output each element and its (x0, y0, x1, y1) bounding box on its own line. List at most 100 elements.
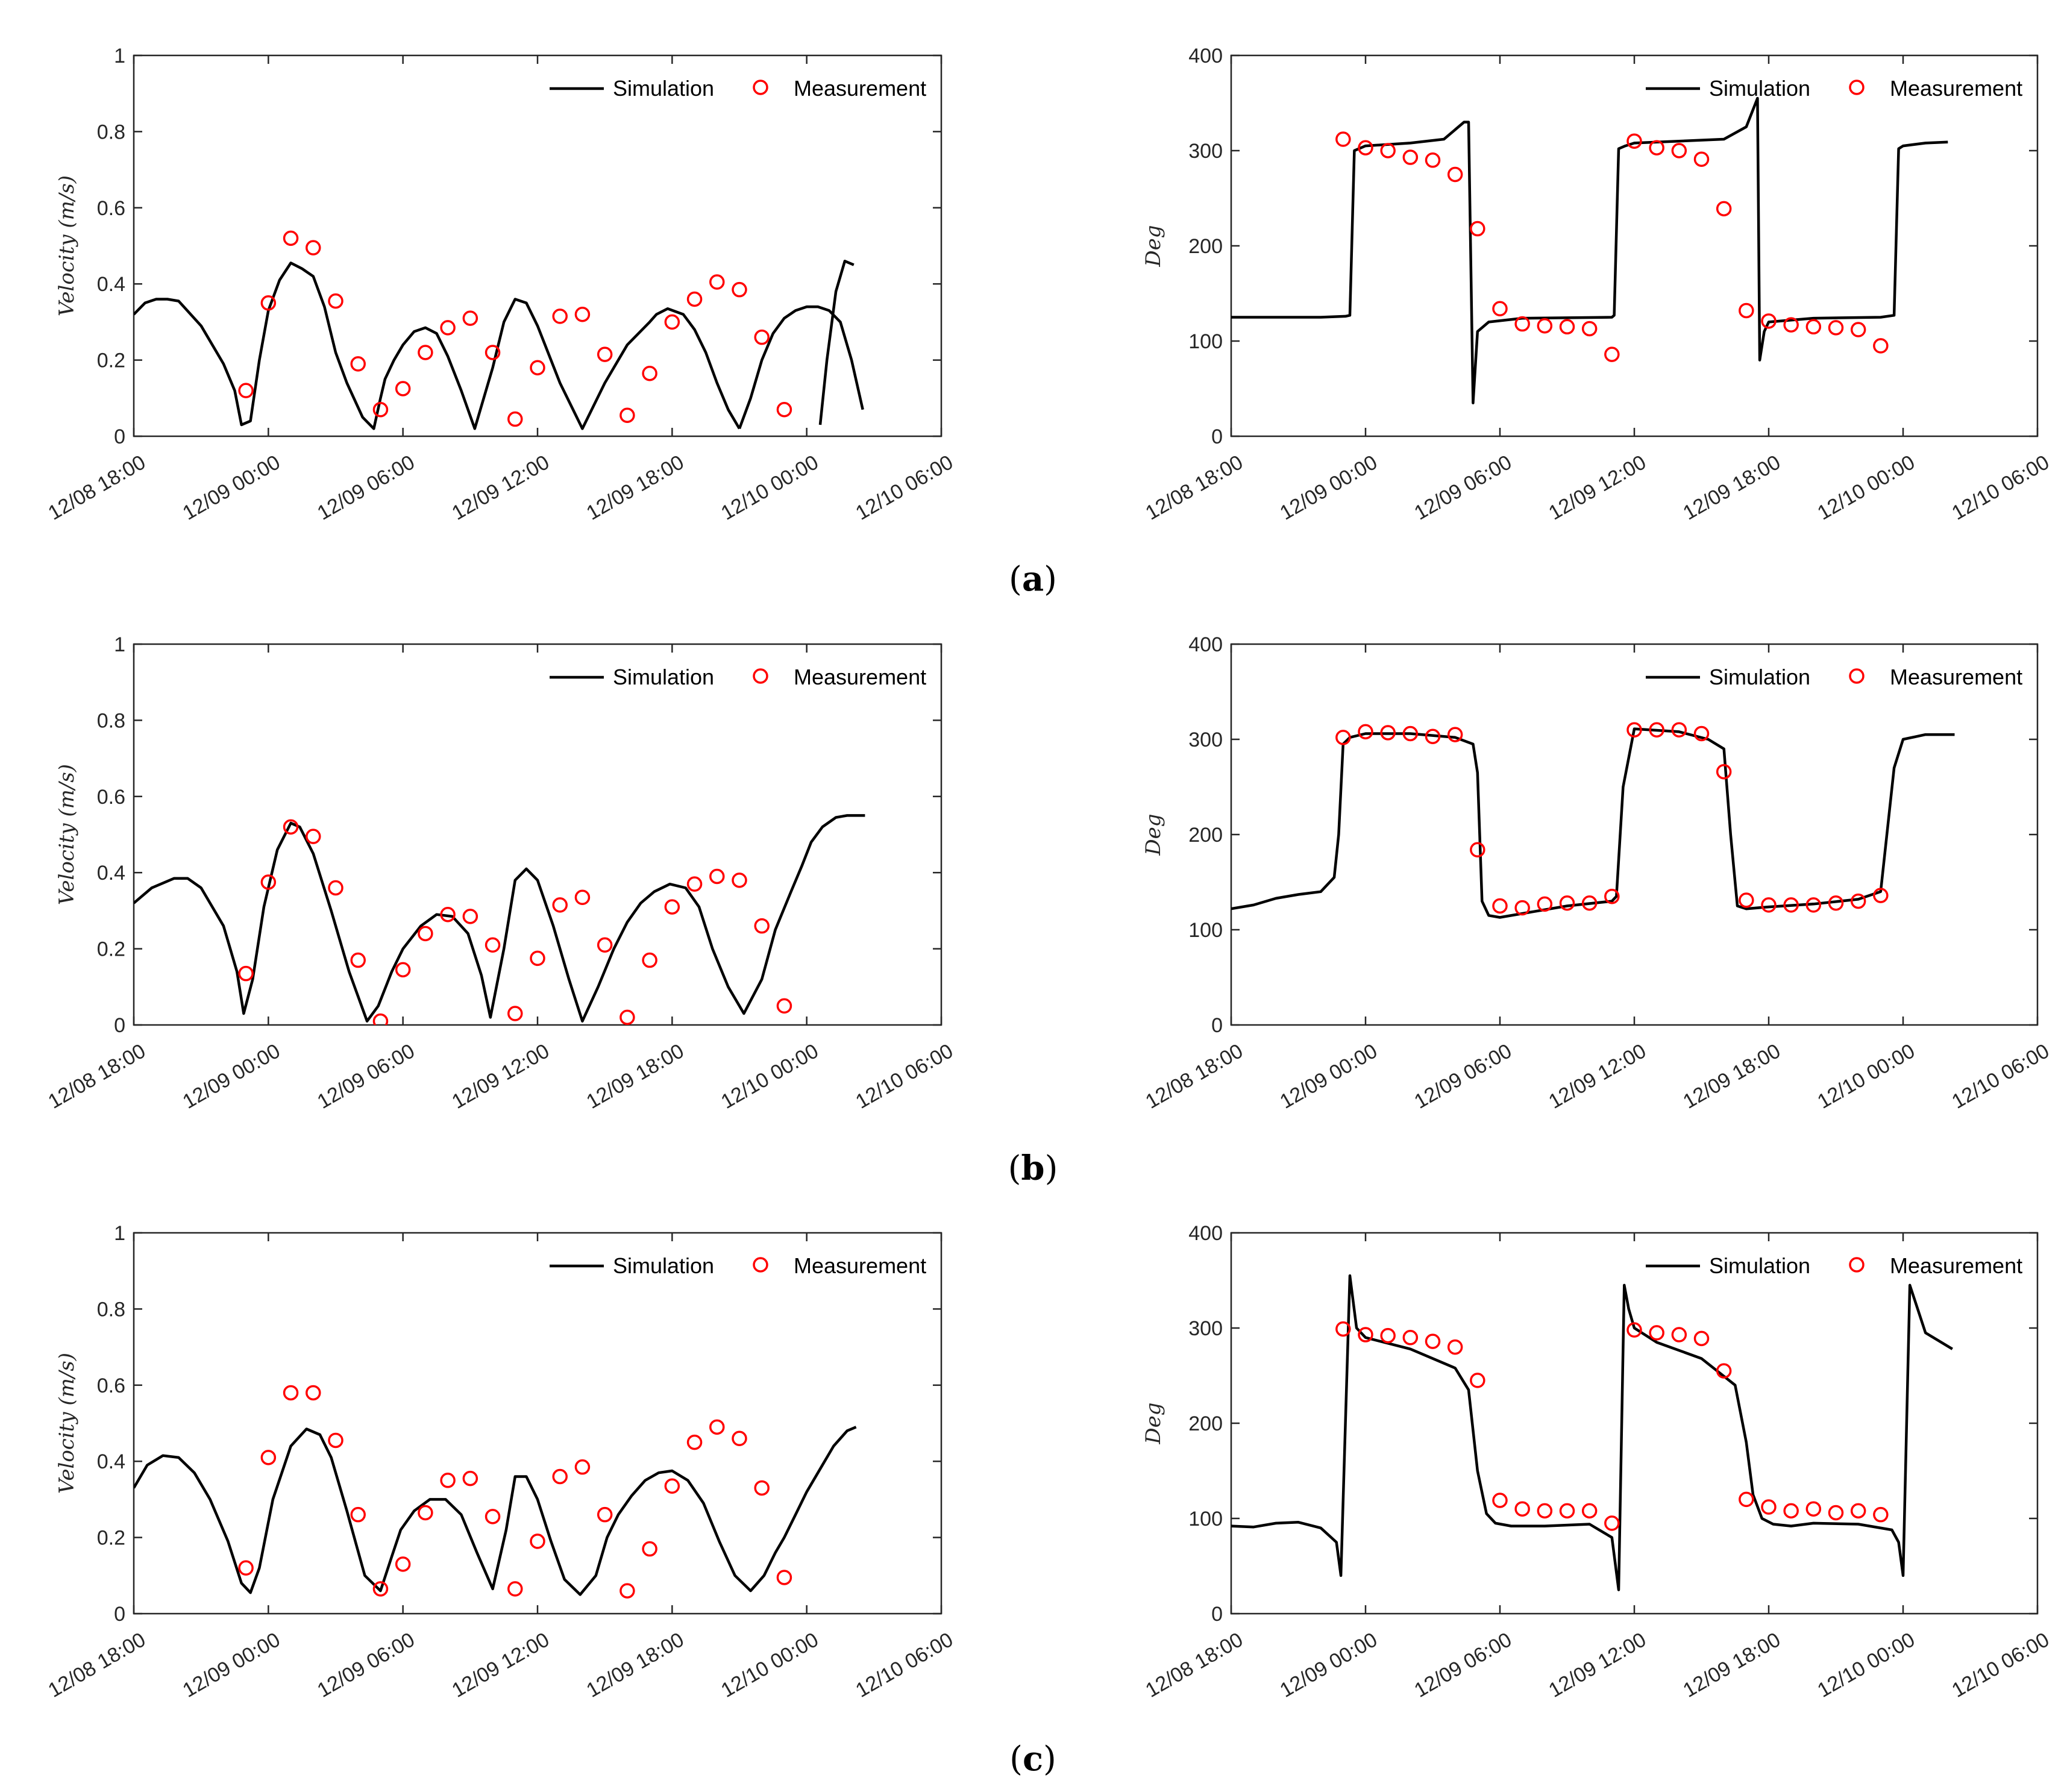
chart-a-velocity-xtick-label: 12/09 00:00 (179, 451, 284, 525)
chart-a-direction-measurement-point (1470, 221, 1485, 237)
chart-a-velocity-measurement-point (619, 407, 635, 423)
chart-c-velocity-measurement-point (260, 1450, 277, 1465)
chart-c-direction-xtick-label: 12/09 18:00 (1679, 1628, 1784, 1702)
chart-b-velocity-legend-simulation-label: Simulation (613, 665, 714, 689)
chart-c-velocity-measurement-point (485, 1509, 501, 1524)
chart-a-direction-legend-simulation-label: Simulation (1709, 76, 1810, 101)
chart-c-velocity-axes-box (133, 1232, 943, 1615)
chart-a-direction-measurement-point (1380, 143, 1396, 158)
chart-b-direction-measurement-point (1581, 895, 1598, 911)
chart-a-velocity-legend-measurement-swatch (753, 80, 768, 95)
chart-c-direction-measurement-point (1492, 1493, 1508, 1508)
chart-c-velocity-xtick-label: 12/10 00:00 (717, 1628, 823, 1702)
chart-a-direction-xtick-label: 12/09 00:00 (1276, 451, 1381, 525)
chart-c-velocity-measurement-point (597, 1506, 613, 1523)
chart-b-velocity-legend-measurement-swatch (753, 668, 768, 684)
chart-a-velocity-measurement-point (306, 240, 321, 255)
chart-a-velocity-measurement-point (530, 360, 545, 375)
chart-a-direction-measurement-point (1514, 316, 1530, 332)
chart-b-velocity-measurement-point (597, 937, 613, 953)
chart-a-velocity-simulation-line (818, 260, 855, 425)
chart-b-velocity-ytick-label: 0 (114, 1014, 125, 1037)
chart-b-direction-measurement-point (1716, 763, 1732, 780)
chart-c-direction-measurement-point (1626, 1322, 1642, 1338)
chart-b-velocity-measurement-point (664, 899, 680, 915)
chart-a-direction-measurement-point (1873, 338, 1889, 354)
chart-c-velocity-measurement-point (238, 1560, 254, 1576)
chart-b-velocity-xtick-label: 12/09 00:00 (179, 1039, 284, 1114)
chart-a-direction-measurement-point (1425, 152, 1441, 168)
chart-a-velocity-ytick-label: 0.6 (97, 197, 125, 220)
chart-a-direction-plot-area (1231, 96, 1948, 404)
chart-b-direction-legend-measurement-swatch (1849, 668, 1865, 684)
chart-a-velocity-measurement-point (372, 402, 389, 418)
chart-b-direction-legend-measurement-label: Measurement (1890, 665, 2022, 689)
chart-a-velocity-xtick-label: 12/09 06:00 (313, 451, 419, 525)
chart-b-velocity-xtick-label: 12/09 12:00 (448, 1039, 553, 1114)
chart-b-velocity-plot-area (134, 814, 865, 1025)
chart-a-direction-legend-measurement-swatch (1849, 80, 1865, 95)
chart-a-velocity-measurement-point (574, 307, 591, 322)
chart-b-direction-measurement-point (1470, 842, 1485, 858)
chart-b-velocity-xtick-label: 12/10 06:00 (852, 1039, 957, 1114)
chart-b-direction-measurement-point (1358, 724, 1373, 740)
chart-b-direction-ytick-label: 300 (1188, 728, 1223, 751)
chart-b-direction-ytick-label: 400 (1188, 633, 1223, 656)
chart-b-direction-ylabel: Deg (1141, 813, 1165, 856)
chart-b-velocity-simulation-line (134, 814, 865, 1023)
chart-a-direction-measurement-point (1492, 301, 1508, 317)
chart-b-velocity-measurement-point (552, 897, 568, 913)
chart-c-direction-xtick-label: 12/08 18:00 (1141, 1628, 1247, 1702)
chart-a-direction-xtick-label: 12/10 06:00 (1948, 451, 2053, 525)
chart-c-velocity: 0 0.2 0.4 0.6 0.8 1 12/08 18:00 12/09 00:00 12/0… (44, 1222, 957, 1702)
chart-c-velocity-measurement-point (440, 1473, 456, 1488)
chart-a-velocity-measurement-point (664, 314, 680, 330)
chart-c-direction-ytick-label: 100 (1188, 1508, 1223, 1530)
chart-a-velocity-measurement-point (732, 281, 747, 298)
chart-b-direction-measurement-point (1559, 895, 1575, 911)
chart-c-velocity-measurement-point (754, 1480, 770, 1496)
chart-a-direction-measurement-point (1850, 322, 1866, 337)
chart-a-velocity-ytick-label: 0.8 (97, 121, 125, 143)
chart-c-direction-measurement-point (1604, 1515, 1620, 1531)
chart-b-velocity-measurement-point (238, 965, 254, 982)
chart-a-direction-xtick-label: 12/09 18:00 (1679, 451, 1784, 525)
chart-a-velocity-xtick-label: 12/10 06:00 (852, 451, 957, 525)
chart-c-direction-measurement-point (1514, 1501, 1530, 1517)
chart-b-velocity-measurement-point (619, 1009, 635, 1025)
chart-a-velocity-measurement-point (395, 381, 411, 396)
chart-a-direction-measurement-point (1559, 319, 1575, 335)
chart-a-direction-measurement-point (1649, 140, 1664, 156)
chart-b-direction-measurement-point (1783, 897, 1799, 913)
chart-a-velocity-measurement-point (485, 345, 501, 360)
chart-a-direction-xtick-label: 12/10 00:00 (1813, 451, 1919, 525)
chart-b-velocity-measurement-point (732, 873, 747, 888)
chart-c-velocity-legend-measurement-label: Measurement (794, 1253, 926, 1278)
chart-b-direction: 0 100 200 300 400 12/08 18:00 12/09 00:00 12/09… (1141, 633, 2053, 1114)
chart-a-direction-measurement-point (1783, 317, 1799, 333)
chart-a-velocity-plot-area (134, 230, 864, 430)
chart-b-direction-axes-box (1230, 643, 2039, 1026)
chart-c-direction-ytick-label: 0 (1211, 1603, 1223, 1626)
chart-c-direction: 0 100 200 300 400 12/08 18:00 12/09 00:00 12/09… (1141, 1222, 2053, 1702)
chart-b-velocity-measurement-point (283, 819, 299, 835)
chart-b-velocity-measurement-point (328, 880, 343, 896)
chart-c-direction-plot-area (1231, 1274, 1953, 1591)
chart-b-direction-xtick-label: 12/10 06:00 (1948, 1039, 2053, 1114)
chart-b-direction-measurement-point (1447, 727, 1463, 742)
chart-b-direction-legend-simulation-label: Simulation (1709, 665, 1810, 689)
chart-a-direction-measurement-point (1604, 346, 1620, 362)
chart-c-direction-measurement-point (1358, 1327, 1373, 1342)
chart-a-direction-measurement-point (1447, 166, 1463, 183)
chart-a-velocity-ytick-label: 1 (114, 45, 125, 67)
chart-a-direction-simulation-line (1231, 96, 1948, 404)
chart-c-velocity-measurement-point (776, 1570, 792, 1585)
chart-a-velocity: 0 0.2 0.4 0.6 0.8 1 12/08 18:00 12/09 00:00 12/0… (44, 45, 957, 525)
chart-c-velocity-xtick-label: 12/09 18:00 (583, 1628, 688, 1702)
chart-c-velocity-ylabel: Velocity (m/s) (55, 1353, 79, 1494)
chart-b-direction-measurement-point (1761, 897, 1777, 913)
chart-a-velocity-measurement-point (552, 309, 568, 324)
chart-b-direction-xtick-label: 12/10 00:00 (1813, 1039, 1919, 1114)
chart-c-direction-measurement-point (1805, 1501, 1822, 1517)
chart-a-direction-measurement-point (1537, 318, 1553, 334)
